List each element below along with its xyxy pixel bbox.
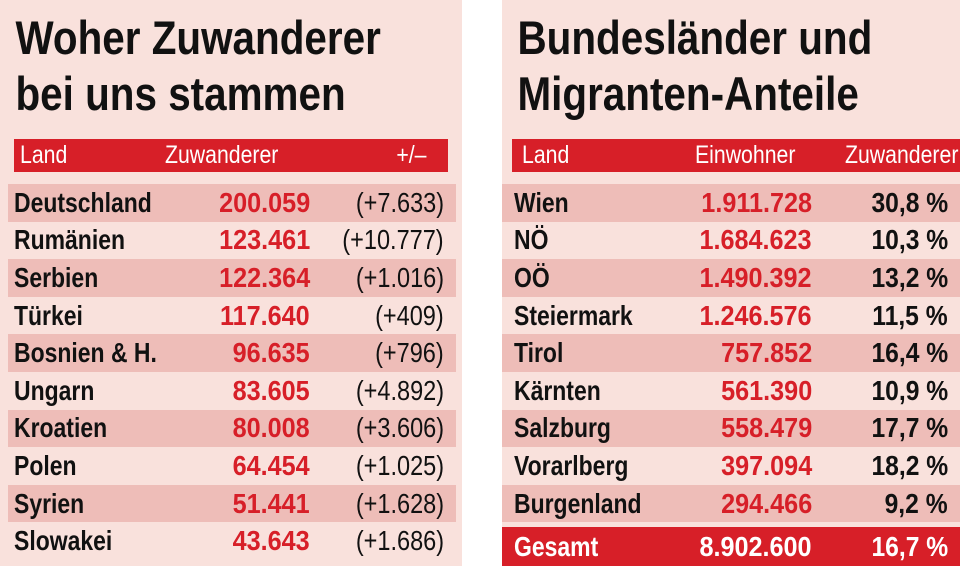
table-row: Rumänien 123.461 (+10.777) [8,222,456,260]
einwohner-value: 757.852 [720,337,812,369]
table-row: Kärnten 561.390 10,9 % [502,372,960,410]
anteil-value: 9,2 % [884,487,948,519]
zuwanderer-herkunft-panel: Woher Zuwanderer bei uns stammen Land Zu… [0,0,462,566]
change-value: (+796) [375,337,444,369]
land-name: Syrien [14,487,85,519]
table-row: OÖ 1.490.392 13,2 % [502,259,960,297]
anteil-value: 16,4 % [871,337,948,369]
table-row: Polen 64.454 (+1.025) [8,447,456,485]
left-title-line2: bei uns stammen [15,67,346,120]
bundesland-name: Tirol [514,337,564,369]
einwohner-value: 397.094 [720,449,812,481]
anteil-value: 13,2 % [871,261,948,293]
einwohner-value: 561.390 [720,374,812,406]
bundesland-name: Vorarlberg [514,449,629,481]
header-land: Land [522,141,570,169]
change-value: (+10.777) [342,224,444,256]
anteil-value: 18,2 % [871,449,948,481]
header-change: +/– [395,141,426,169]
bundesland-name: Steiermark [514,299,633,331]
zuwanderer-value: 51.441 [232,487,310,519]
right-table-body: Wien 1.911.728 30,8 % NÖ 1.684.623 10,3 % OÖ 1.… [502,184,960,523]
table-row: Tirol 757.852 16,4 % [502,334,960,372]
land-name: Ungarn [14,374,95,406]
bundesland-name: Salzburg [514,412,611,444]
table-row: Bosnien & H. 96.635 (+796) [8,334,456,372]
left-table-body: Deutschland 200.059 (+7.633) Rumänien 123.46… [8,184,456,560]
zuwanderer-value: 96.635 [232,337,310,369]
table-row: Steiermark 1.246.576 11,5 % [502,297,960,335]
table-row: Wien 1.911.728 30,8 % [502,184,960,222]
zuwanderer-value: 80.008 [232,412,310,444]
change-value: (+1.628) [355,487,444,519]
einwohner-value: 1.684.623 [699,224,812,256]
change-value: (+409) [375,299,444,331]
bundesland-name: Burgenland [514,487,642,519]
change-value: (+7.633) [355,186,444,218]
header-einwohner: Einwohner [695,141,796,169]
header-zuwanderer: Zuwanderer [165,141,279,169]
anteil-value: 30,8 % [871,186,948,218]
anteil-value: 10,3 % [871,224,948,256]
total-einwohner: 8.902.600 [699,530,812,562]
einwohner-value: 558.479 [720,412,812,444]
zuwanderer-value: 200.059 [218,186,310,218]
total-row: Gesamt 8.902.600 16,7 % [502,527,960,566]
change-value: (+1.686) [355,525,444,557]
table-row: Deutschland 200.059 (+7.633) [8,184,456,222]
zuwanderer-value: 43.643 [232,525,310,557]
table-row: Vorarlberg 397.094 18,2 % [502,447,960,485]
total-label: Gesamt [514,530,599,562]
zuwanderer-value: 122.364 [218,261,310,293]
einwohner-value: 1.246.576 [699,299,812,331]
table-row: Serbien 122.364 (+1.016) [8,259,456,297]
zuwanderer-value: 64.454 [232,449,310,481]
header-land: Land [20,141,68,169]
anteil-value: 11,5 % [872,299,948,331]
land-name: Rumänien [14,224,125,256]
bundesland-name: Kärnten [514,374,601,406]
right-title-line1: Bundesländer und [517,11,873,64]
table-row: Slowakei 43.643 (+1.686) [8,522,456,560]
land-name: Kroatien [14,412,108,444]
zuwanderer-value: 123.461 [218,224,310,256]
anteil-value: 17,7 % [871,412,948,444]
bundesland-name: OÖ [514,261,550,293]
table-row: Ungarn 83.605 (+4.892) [8,372,456,410]
table-row: Türkei 117.640 (+409) [8,297,456,335]
right-title-line2: Migranten-Anteile [517,67,859,120]
bundeslaender-panel: Bundesländer und Migranten-Anteile Land … [502,0,960,566]
anteil-value: 10,9 % [871,374,948,406]
left-title: Woher Zuwanderer bei uns stammen [0,0,397,122]
left-title-line1: Woher Zuwanderer [15,11,381,64]
header-zuwanderer-anteil: Zuwanderer [844,141,958,169]
table-row: Salzburg 558.479 17,7 % [502,409,960,448]
bundesland-name: NÖ [514,224,549,256]
land-name: Deutschland [14,186,152,218]
zuwanderer-value: 117.640 [220,299,310,331]
right-title: Bundesländer und Migranten-Anteile [502,0,896,122]
change-value: (+4.892) [355,374,444,406]
land-name: Bosnien & H. [14,337,157,369]
change-value: (+1.016) [355,261,444,293]
einwohner-value: 1.911.728 [701,186,812,218]
table-row: NÖ 1.684.623 10,3 % [502,222,960,260]
bundesland-name: Wien [514,186,569,218]
change-value: (+3.606) [355,412,444,444]
left-table-header: Land Zuwanderer +/– [14,139,448,172]
right-table-header: Land Einwohner Zuwanderer [512,139,960,172]
change-value: (+1.025) [355,449,444,481]
zuwanderer-value: 83.605 [232,374,310,406]
table-row: Syrien 51.441 (+1.628) [8,484,456,523]
land-name: Polen [14,449,77,481]
einwohner-value: 1.490.392 [699,261,812,293]
einwohner-value: 294.466 [720,487,812,519]
table-row: Burgenland 294.466 9,2 % [502,484,960,523]
land-name: Slowakei [14,525,113,557]
total-anteil: 16,7 % [871,530,948,562]
table-row: Kroatien 80.008 (+3.606) [8,409,456,448]
land-name: Serbien [14,261,99,293]
land-name: Türkei [14,299,83,331]
